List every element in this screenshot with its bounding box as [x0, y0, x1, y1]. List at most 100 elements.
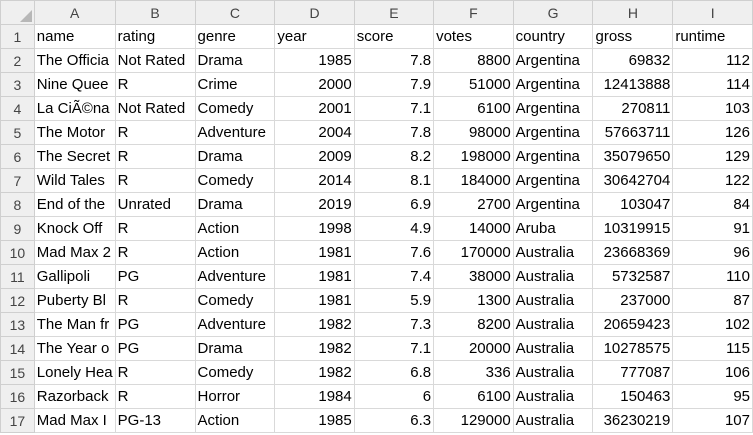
row-header[interactable]: 7 [0, 168, 35, 193]
cell[interactable]: 2004 [274, 120, 355, 145]
cell[interactable]: Action [194, 216, 276, 241]
cell[interactable]: 112 [672, 48, 753, 73]
cell[interactable]: 170000 [433, 240, 514, 265]
cell[interactable]: 2014 [274, 168, 355, 193]
cell[interactable]: Australia [512, 264, 594, 289]
cell[interactable]: 126 [672, 120, 753, 145]
cell[interactable]: 8.1 [353, 168, 435, 193]
row-header[interactable]: 11 [0, 264, 35, 289]
cell[interactable]: Comedy [194, 288, 276, 313]
cell[interactable]: Gallipoli [33, 264, 116, 289]
select-all-corner[interactable] [0, 0, 35, 25]
cell[interactable]: Adventure [194, 264, 276, 289]
cell[interactable]: Mad Max I [33, 408, 116, 433]
cell[interactable]: 1982 [274, 360, 355, 385]
cell[interactable]: Australia [512, 240, 594, 265]
cell[interactable]: 36230219 [592, 408, 674, 433]
cell[interactable]: Adventure [194, 120, 276, 145]
cell[interactable]: gross [592, 24, 674, 49]
cell[interactable]: Knock Off [33, 216, 116, 241]
cell[interactable]: Action [194, 408, 276, 433]
cell[interactable]: 114 [672, 72, 753, 97]
cell[interactable]: name [33, 24, 116, 49]
row-header[interactable]: 1 [0, 24, 35, 49]
cell[interactable]: 8800 [433, 48, 514, 73]
cell[interactable]: The Officia [33, 48, 116, 73]
column-header[interactable]: A [33, 0, 116, 25]
cell[interactable]: runtime [672, 24, 753, 49]
cell[interactable]: 115 [672, 336, 753, 361]
cell[interactable]: 8.2 [353, 144, 435, 169]
cell[interactable]: 777087 [592, 360, 674, 385]
column-header[interactable]: I [672, 0, 753, 25]
cell[interactable]: Argentina [512, 192, 594, 217]
cell[interactable]: 129 [672, 144, 753, 169]
cell[interactable]: country [512, 24, 594, 49]
cell[interactable]: Drama [194, 192, 276, 217]
cell[interactable]: Wild Tales [33, 168, 116, 193]
cell[interactable]: 107 [672, 408, 753, 433]
cell[interactable]: End of the [33, 192, 116, 217]
cell[interactable]: R [114, 240, 196, 265]
row-header[interactable]: 9 [0, 216, 35, 241]
cell[interactable]: 102 [672, 312, 753, 337]
cell[interactable]: 184000 [433, 168, 514, 193]
cell[interactable]: 1982 [274, 336, 355, 361]
cell[interactable]: Comedy [194, 360, 276, 385]
cell[interactable]: 4.9 [353, 216, 435, 241]
row-header[interactable]: 8 [0, 192, 35, 217]
cell[interactable]: 10319915 [592, 216, 674, 241]
cell[interactable]: 103 [672, 96, 753, 121]
cell[interactable]: 106 [672, 360, 753, 385]
row-header[interactable]: 16 [0, 384, 35, 409]
cell[interactable]: R [114, 384, 196, 409]
row-header[interactable]: 6 [0, 144, 35, 169]
cell[interactable]: 69832 [592, 48, 674, 73]
cell[interactable]: 6100 [433, 384, 514, 409]
cell[interactable]: 7.1 [353, 96, 435, 121]
cell[interactable]: Not Rated [114, 48, 196, 73]
row-header[interactable]: 14 [0, 336, 35, 361]
cell[interactable]: Australia [512, 312, 594, 337]
cell[interactable]: R [114, 360, 196, 385]
cell[interactable]: 6100 [433, 96, 514, 121]
cell[interactable]: genre [194, 24, 276, 49]
column-header[interactable]: B [114, 0, 196, 25]
row-header[interactable]: 10 [0, 240, 35, 265]
cell[interactable]: Australia [512, 408, 594, 433]
cell[interactable]: Argentina [512, 96, 594, 121]
cell[interactable]: Drama [194, 48, 276, 73]
cell[interactable]: 1998 [274, 216, 355, 241]
cell[interactable]: 12413888 [592, 72, 674, 97]
cell[interactable]: 23668369 [592, 240, 674, 265]
cell[interactable]: Horror [194, 384, 276, 409]
cell[interactable]: R [114, 168, 196, 193]
column-header[interactable]: F [433, 0, 514, 25]
cell[interactable]: 7.4 [353, 264, 435, 289]
row-header[interactable]: 17 [0, 408, 35, 433]
row-header[interactable]: 15 [0, 360, 35, 385]
cell[interactable]: PG [114, 264, 196, 289]
cell[interactable]: Unrated [114, 192, 196, 217]
cell[interactable]: 6.9 [353, 192, 435, 217]
cell[interactable]: 2001 [274, 96, 355, 121]
cell[interactable]: R [114, 120, 196, 145]
cell[interactable]: 1982 [274, 312, 355, 337]
cell[interactable]: 1300 [433, 288, 514, 313]
cell[interactable]: Aruba [512, 216, 594, 241]
cell[interactable]: 20000 [433, 336, 514, 361]
cell[interactable]: 91 [672, 216, 753, 241]
cell[interactable]: The Secret [33, 144, 116, 169]
cell[interactable]: 7.6 [353, 240, 435, 265]
cell[interactable]: 98000 [433, 120, 514, 145]
cell[interactable]: Comedy [194, 168, 276, 193]
cell[interactable]: The Man fr [33, 312, 116, 337]
cell[interactable]: Nine Quee [33, 72, 116, 97]
cell[interactable]: 38000 [433, 264, 514, 289]
column-header[interactable]: H [592, 0, 674, 25]
row-header[interactable]: 3 [0, 72, 35, 97]
cell[interactable]: PG [114, 336, 196, 361]
cell[interactable]: R [114, 72, 196, 97]
cell[interactable]: 1984 [274, 384, 355, 409]
cell[interactable]: score [353, 24, 435, 49]
